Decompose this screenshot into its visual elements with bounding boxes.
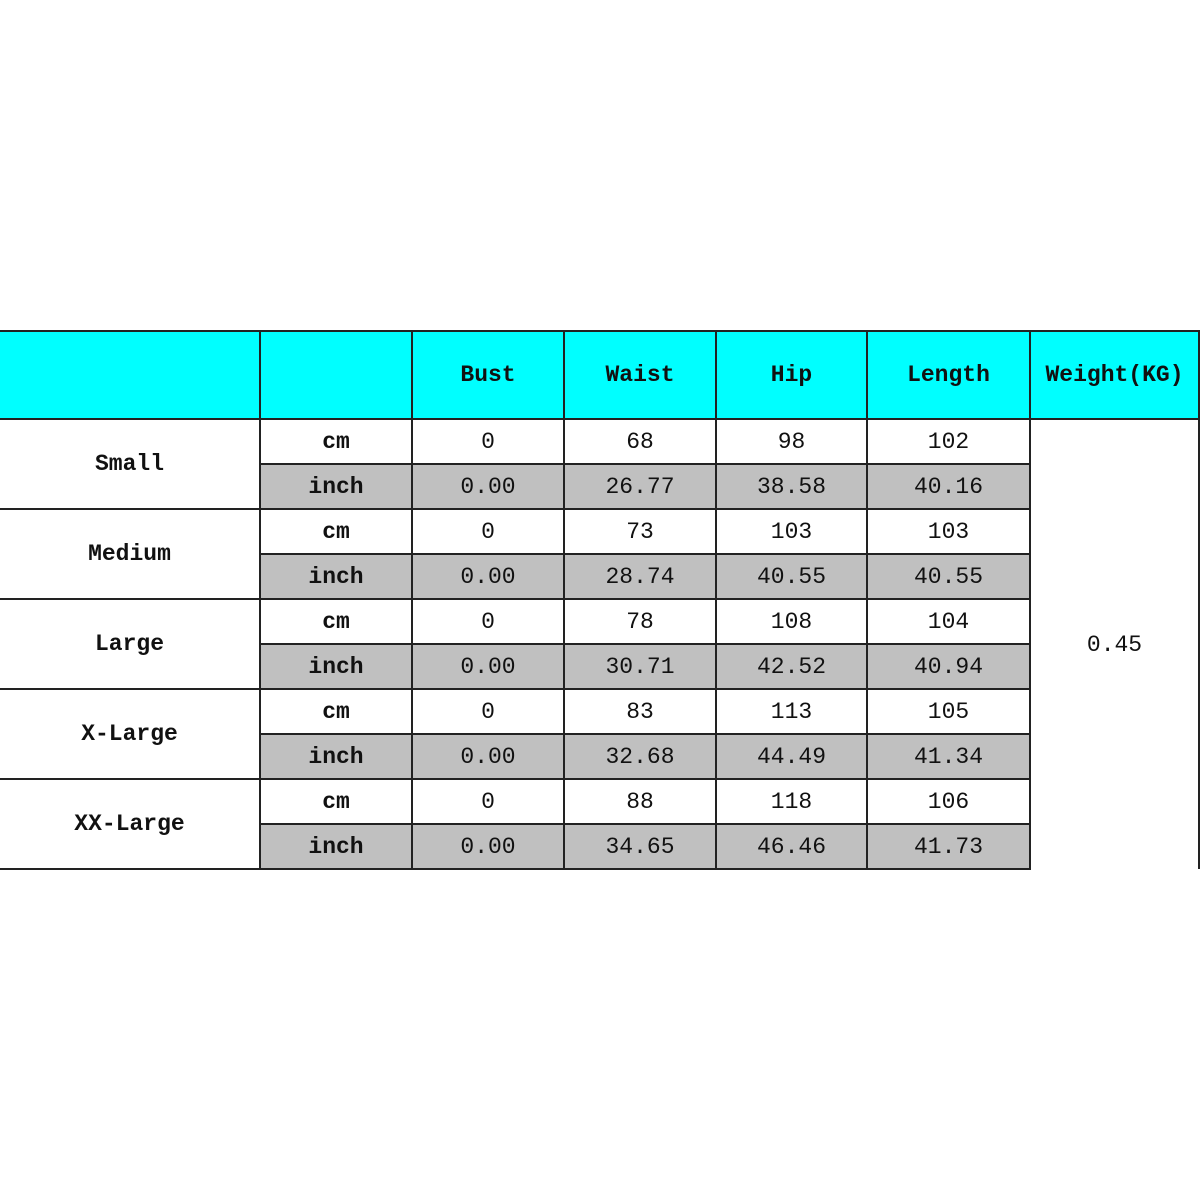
measurement-cell: 28.74 bbox=[563, 553, 717, 600]
header-unit bbox=[259, 330, 413, 420]
table-row-inch: inch 0.00 34.65 46.46 41.73 bbox=[0, 823, 1199, 870]
unit-label: inch bbox=[259, 823, 413, 870]
table-row-cm: Medium cm 0 73 103 103 bbox=[0, 508, 1199, 600]
measurement-cell: 40.55 bbox=[715, 553, 868, 600]
measurement-cell: 103 bbox=[866, 508, 1031, 555]
measurement-cell: 0.00 bbox=[411, 463, 565, 510]
measurement-cell: 34.65 bbox=[563, 823, 717, 870]
measurement-cell: 118 bbox=[715, 778, 868, 825]
size-chart-table: Bust Waist Hip Length Weight(KG) Small cm… bbox=[0, 330, 1200, 870]
measurement-cell: 0.00 bbox=[411, 643, 565, 690]
measurement-cell: 42.52 bbox=[715, 643, 868, 690]
measurement-cell: 0 bbox=[411, 778, 565, 825]
measurement-cell: 104 bbox=[866, 598, 1031, 645]
measurement-cell: 44.49 bbox=[715, 733, 868, 780]
measurement-cell: 40.94 bbox=[866, 643, 1031, 690]
header-bust: Bust bbox=[411, 330, 565, 420]
measurement-cell: 0 bbox=[411, 508, 565, 555]
measurement-cell: 0 bbox=[411, 418, 565, 465]
measurement-cell: 0 bbox=[411, 688, 565, 735]
unit-label: inch bbox=[259, 463, 413, 510]
unit-label: cm bbox=[259, 508, 413, 555]
header-size bbox=[0, 330, 261, 420]
size-label: Small bbox=[0, 418, 261, 510]
measurement-cell: 0.00 bbox=[411, 823, 565, 870]
table-row-cm: Small cm 0 68 98 102 0.45 bbox=[0, 418, 1200, 869]
measurement-cell: 0 bbox=[411, 598, 565, 645]
measurement-cell: 98 bbox=[715, 418, 868, 465]
unit-label: inch bbox=[259, 643, 413, 690]
table-row-cm: XX-Large cm 0 88 118 106 bbox=[0, 778, 1199, 870]
size-label: X-Large bbox=[0, 688, 261, 780]
unit-label: cm bbox=[259, 418, 413, 465]
header-row: Bust Waist Hip Length Weight(KG) bbox=[0, 330, 1200, 420]
unit-label: inch bbox=[259, 553, 413, 600]
measurement-cell: 73 bbox=[563, 508, 717, 555]
measurement-cell: 108 bbox=[715, 598, 868, 645]
measurement-cell: 103 bbox=[715, 508, 868, 555]
size-label: Medium bbox=[0, 508, 261, 600]
measurement-cell: 102 bbox=[866, 418, 1031, 465]
size-label: Large bbox=[0, 598, 261, 690]
header-waist: Waist bbox=[563, 330, 717, 420]
table-row-inch: inch 0.00 30.71 42.52 40.94 bbox=[0, 643, 1199, 690]
measurement-cell: 40.55 bbox=[866, 553, 1031, 600]
measurement-cell: 41.73 bbox=[866, 823, 1031, 870]
header-length: Length bbox=[866, 330, 1031, 420]
measurement-cell: 105 bbox=[866, 688, 1031, 735]
header-weight: Weight(KG) bbox=[1029, 330, 1200, 420]
table-row-inch: inch 0.00 26.77 38.58 40.16 bbox=[0, 463, 1199, 510]
measurement-cell: 113 bbox=[715, 688, 868, 735]
measurement-cell: 41.34 bbox=[866, 733, 1031, 780]
measurement-cell: 40.16 bbox=[866, 463, 1031, 510]
table-row-inch: inch 0.00 28.74 40.55 40.55 bbox=[0, 553, 1199, 600]
table-row-cm: X-Large cm 0 83 113 105 bbox=[0, 688, 1199, 780]
table-row-cm: Large cm 0 78 108 104 bbox=[0, 598, 1199, 690]
unit-label: cm bbox=[259, 778, 413, 825]
weight-cell: 0.45 bbox=[1029, 418, 1200, 869]
measurement-cell: 106 bbox=[866, 778, 1031, 825]
measurement-cell: 0.00 bbox=[411, 733, 565, 780]
measurement-cell: 68 bbox=[563, 418, 717, 465]
measurement-cell: 78 bbox=[563, 598, 717, 645]
measurement-cell: 26.77 bbox=[563, 463, 717, 510]
measurement-cell: 46.46 bbox=[715, 823, 868, 870]
unit-label: cm bbox=[259, 598, 413, 645]
size-label: XX-Large bbox=[0, 778, 261, 870]
measurement-cell: 32.68 bbox=[563, 733, 717, 780]
measurement-cell: 0.00 bbox=[411, 553, 565, 600]
measurement-cell: 38.58 bbox=[715, 463, 868, 510]
header-hip: Hip bbox=[715, 330, 868, 420]
measurement-cell: 30.71 bbox=[563, 643, 717, 690]
measurement-cell: 88 bbox=[563, 778, 717, 825]
unit-label: inch bbox=[259, 733, 413, 780]
measurement-cell: 83 bbox=[563, 688, 717, 735]
table-row-inch: inch 0.00 32.68 44.49 41.34 bbox=[0, 733, 1199, 780]
unit-label: cm bbox=[259, 688, 413, 735]
